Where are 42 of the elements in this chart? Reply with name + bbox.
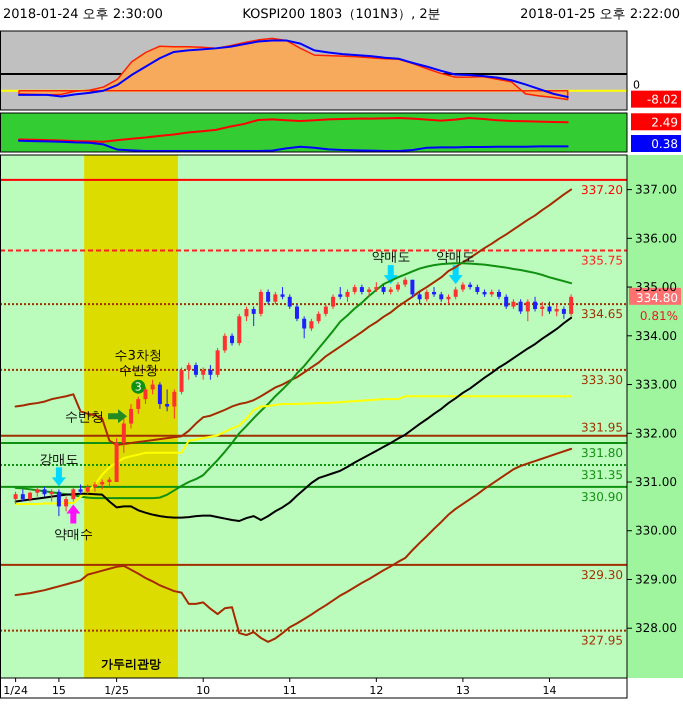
ref-line-label: 334.65 <box>581 307 623 322</box>
y-tick-label: 336.00 <box>635 231 677 246</box>
ref-line-label: 329.30 <box>581 568 623 582</box>
x-tick-label: 12 <box>369 684 384 697</box>
text: 2.49 <box>651 115 678 130</box>
x-tick-label: 1/24 <box>3 684 28 697</box>
x-tick-label: 15 <box>52 684 66 697</box>
y-tick-label: 332.00 <box>635 426 677 440</box>
x-tick-label: 11 <box>282 684 297 697</box>
annotation: 강매도 <box>39 452 78 468</box>
ref-line-label: 331.35 <box>581 468 623 482</box>
annotation: 가두리관망 <box>101 657 162 671</box>
y-tick-label: 333.00 <box>635 378 677 392</box>
y-tick-label: 330.00 <box>635 524 677 538</box>
y-tick-label: 337.00 <box>635 182 677 197</box>
ref-line-label: 335.75 <box>581 254 623 268</box>
ref-line-label: 331.95 <box>581 420 623 435</box>
ref-line-label: 0 <box>633 78 640 92</box>
ref-line-label: 337.20 <box>581 182 623 197</box>
annotation: 수3차청 <box>114 348 162 364</box>
ref-line-label: 330.90 <box>581 490 623 504</box>
annotation: 수반청 <box>118 364 158 379</box>
text: 0.38 <box>651 137 678 151</box>
y-tick-label: 329.00 <box>635 572 677 586</box>
ref-line-label: 333.30 <box>581 372 623 387</box>
y-tick-label: 334.00 <box>635 328 677 343</box>
x-tick-label: 10 <box>196 684 210 697</box>
y-tick-label: 331.00 <box>635 475 677 490</box>
x-tick-label: 14 <box>542 684 556 697</box>
text: 2018-01-25 오후 2:22:00 <box>520 7 680 22</box>
ref-line-label: 327.95 <box>581 634 623 648</box>
annotation: 수반청 <box>65 410 104 426</box>
chart-title: KOSPI200 1803（101N3）, 2분 <box>242 7 441 22</box>
text: -8.02 <box>646 92 678 107</box>
annotation: 약매도 <box>371 250 410 266</box>
x-tick-label: 1/25 <box>104 684 129 697</box>
x-tick-label: 13 <box>456 684 470 697</box>
y-tick-label: 328.00 <box>635 621 677 636</box>
text: 0.81% <box>640 308 678 323</box>
ref-line-label: 331.80 <box>581 446 623 460</box>
text: 2018-01-24 오후 2:30:00 <box>3 7 163 22</box>
annotation: 3 <box>134 380 142 394</box>
